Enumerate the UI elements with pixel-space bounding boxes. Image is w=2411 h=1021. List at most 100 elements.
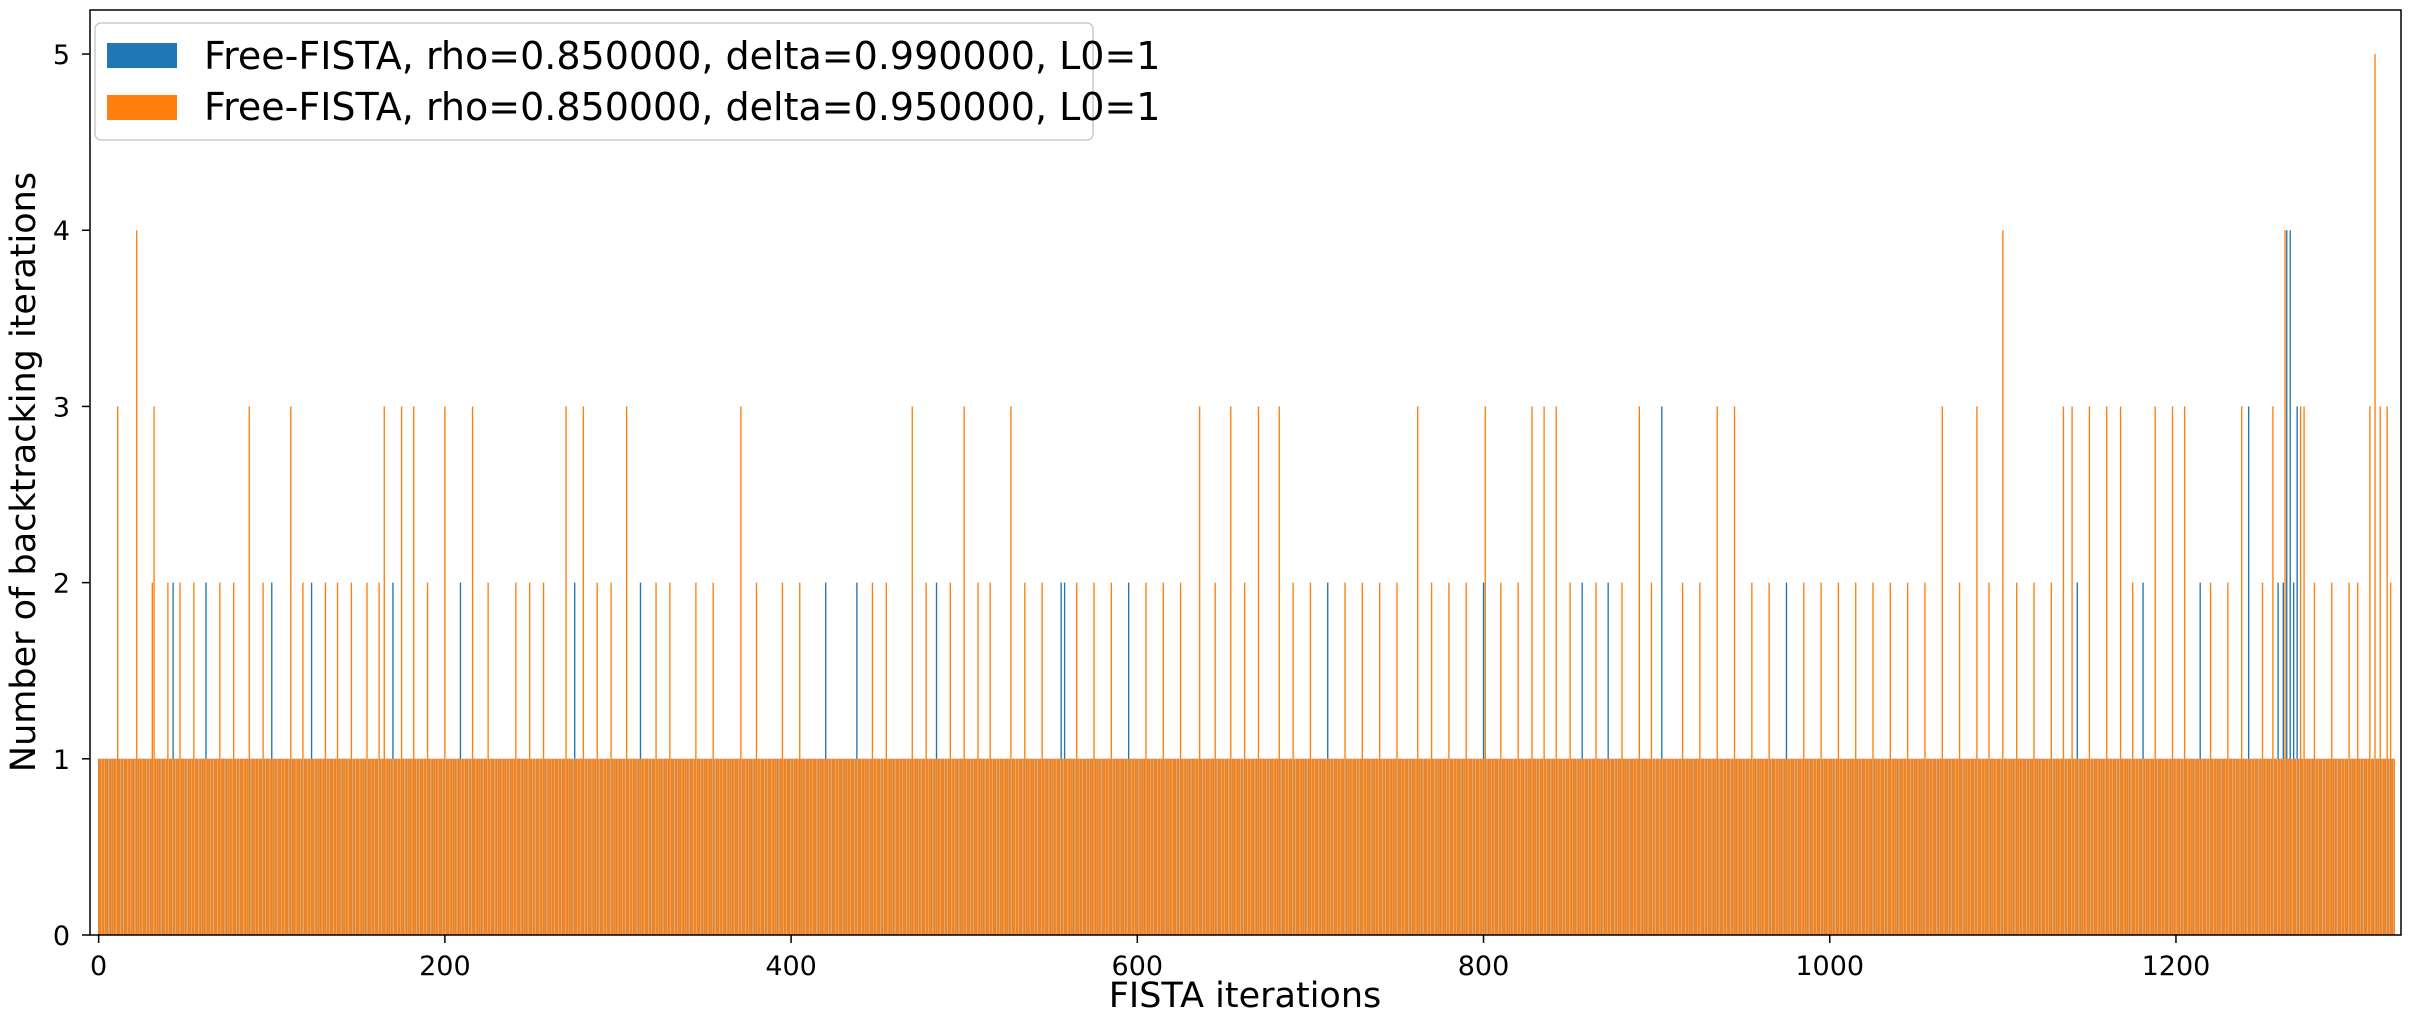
bar	[1955, 758, 1957, 935]
bar	[2097, 758, 2099, 935]
bar	[137, 758, 140, 935]
bar	[2277, 758, 2279, 935]
bar	[2327, 758, 2329, 935]
bar	[1138, 758, 1140, 935]
bar	[1096, 758, 1099, 935]
bar	[982, 758, 984, 935]
bar	[2313, 582, 2316, 935]
bar	[2128, 758, 2130, 935]
bar	[1342, 758, 1344, 935]
bar	[1583, 758, 1585, 935]
bar	[1119, 758, 1121, 935]
bar	[1720, 758, 1722, 935]
bar	[1659, 758, 1661, 935]
bar	[1304, 758, 1306, 935]
bar	[1503, 758, 1505, 935]
bar	[2204, 758, 2207, 935]
bar	[1266, 758, 1268, 935]
bar	[819, 758, 822, 935]
bar	[1520, 758, 1523, 935]
bar	[1649, 758, 1651, 935]
bar	[548, 758, 550, 935]
bar	[1427, 758, 1429, 935]
bar	[745, 758, 747, 935]
bar	[1432, 758, 1434, 935]
bar	[224, 758, 226, 935]
bar	[201, 758, 204, 935]
bar	[901, 758, 903, 935]
bar	[1600, 758, 1602, 935]
bar	[1437, 758, 1440, 935]
bar	[1872, 582, 1874, 935]
bar	[394, 758, 396, 935]
bar	[2261, 582, 2264, 935]
bar	[1292, 582, 1294, 935]
bar	[598, 758, 600, 935]
bar	[523, 758, 526, 935]
bar	[1217, 758, 1220, 935]
bar	[99, 758, 102, 935]
bar	[1498, 758, 1500, 935]
bar	[991, 758, 993, 935]
bar	[511, 758, 514, 935]
bar	[1957, 758, 1959, 935]
bar	[416, 758, 418, 935]
bar	[645, 758, 647, 935]
bar	[252, 758, 254, 935]
bar	[1553, 758, 1556, 935]
bar	[669, 582, 671, 935]
bar	[792, 758, 794, 935]
bar	[2017, 758, 2020, 935]
bar	[1309, 582, 1312, 935]
bar	[2171, 406, 2174, 935]
bar	[1102, 758, 1104, 935]
bar	[146, 758, 148, 935]
bar	[570, 758, 572, 935]
bar	[361, 758, 363, 935]
bar	[1474, 758, 1476, 935]
bar	[2324, 758, 2326, 935]
bar	[1571, 758, 1573, 935]
bar	[837, 758, 839, 935]
bar	[880, 758, 882, 935]
bar	[1607, 758, 1609, 935]
bar	[1919, 758, 1921, 935]
bar	[2343, 758, 2345, 935]
bar	[368, 758, 370, 935]
bar	[2334, 758, 2336, 935]
bar	[279, 758, 282, 935]
bar	[162, 758, 164, 935]
bar	[1134, 758, 1137, 935]
bar	[1898, 758, 1900, 935]
bar	[1470, 758, 1473, 935]
bar	[419, 758, 422, 935]
bar	[1758, 758, 1760, 935]
bar	[1143, 758, 1145, 935]
bar	[2177, 758, 2179, 935]
bar	[807, 758, 810, 935]
bar	[390, 758, 392, 935]
bar	[2338, 758, 2340, 935]
bar	[1787, 758, 1789, 935]
bar	[960, 758, 962, 935]
bar	[2009, 758, 2011, 935]
bar	[2107, 758, 2110, 935]
bar	[522, 758, 524, 935]
bar	[329, 758, 332, 935]
bar	[1368, 758, 1370, 935]
bar	[705, 758, 707, 935]
bar	[1536, 758, 1538, 935]
bar	[2123, 758, 2125, 935]
bar	[1882, 758, 1885, 935]
bar	[793, 758, 796, 935]
bar	[1008, 758, 1010, 935]
bar	[889, 758, 891, 935]
bar	[773, 758, 775, 935]
bar	[1121, 758, 1123, 935]
bar	[1434, 758, 1436, 935]
bar	[1288, 758, 1291, 935]
bar	[1572, 758, 1575, 935]
bar	[1093, 582, 1095, 935]
bar	[1526, 758, 1528, 935]
bar	[703, 758, 706, 935]
